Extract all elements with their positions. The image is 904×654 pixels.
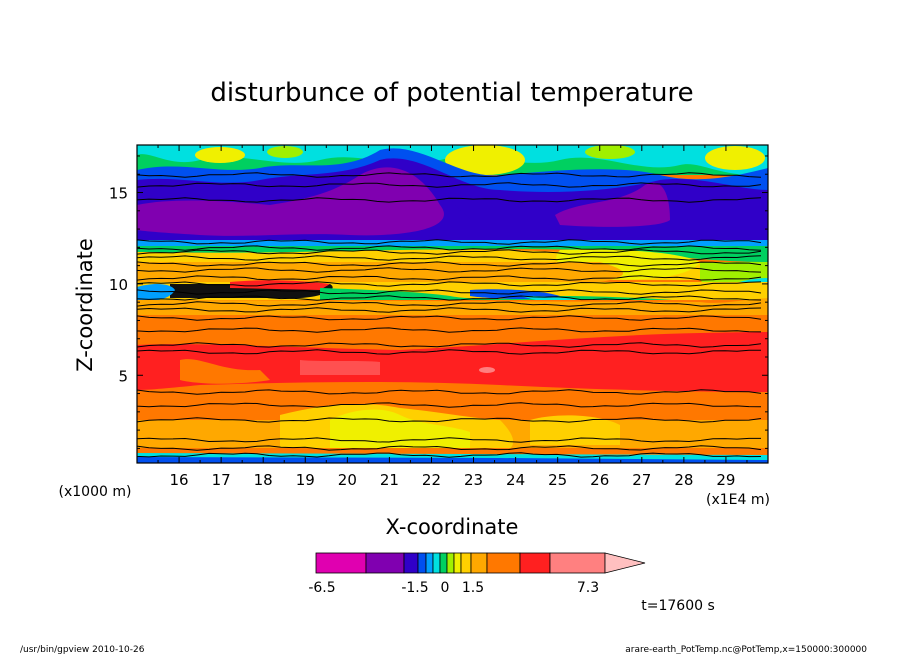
colorbar-segment [460, 552, 472, 574]
colorbar-label: 0 [441, 580, 450, 596]
contour-line [137, 182, 762, 188]
contour-line [137, 402, 762, 408]
y-axis: 5 10 15 [109, 155, 768, 449]
contour-line [137, 197, 762, 203]
x-tick-label: 19 [296, 471, 315, 489]
contour-line [137, 261, 762, 267]
x-axis: 16 17 18 19 20 21 22 23 24 25 26 27 28 29 [157, 145, 748, 489]
x-tick-label: 24 [506, 471, 525, 489]
colorbar-segment [425, 552, 434, 574]
contour-line [137, 315, 762, 321]
contour-line [137, 281, 762, 287]
colorbar-segment [446, 552, 455, 574]
contour-line [137, 342, 762, 348]
colorbar-segment [365, 552, 405, 574]
contour-line [137, 267, 762, 273]
x-tick-label: 27 [632, 471, 651, 489]
x-tick-label: 16 [170, 471, 189, 489]
x-scale-note: (x1E4 m) [706, 492, 770, 508]
colorbar-segment [439, 552, 448, 574]
x-tick-label: 29 [716, 471, 735, 489]
contour-line [137, 249, 762, 255]
colorbar-segment [486, 552, 521, 574]
x-tick-label: 25 [548, 471, 567, 489]
contour-line [137, 437, 761, 443]
colorbar-segment [519, 552, 551, 574]
x-tick-label: 28 [674, 471, 693, 489]
contour-line [137, 327, 762, 333]
y-scale-note: (x1000 m) [59, 484, 132, 500]
colorbar [315, 552, 646, 574]
y-tick-label: 10 [109, 276, 128, 294]
contour-line [137, 245, 762, 251]
x-tick-label: 22 [422, 471, 441, 489]
footer-right: arare-earth_PotTemp.nc@PotTemp,x=150000:… [625, 645, 867, 654]
contour-line [137, 295, 762, 301]
x-tick-label: 26 [590, 471, 609, 489]
colorbar-labels: -6.5 -1.5 0 1.5 7.3 [308, 580, 599, 596]
contour-line [137, 239, 762, 245]
x-tick-label: 23 [464, 471, 483, 489]
colorbar-segment [549, 552, 606, 574]
contour-line [137, 275, 762, 281]
colorbar-segment [453, 552, 462, 574]
contour-line [137, 289, 762, 295]
colorbar-segment [432, 552, 441, 574]
y-tick-label: 15 [109, 185, 128, 203]
colorbar-segment [470, 552, 488, 574]
chart-title: disturbunce of potential temperature [210, 78, 693, 108]
x-tick-label: 18 [254, 471, 273, 489]
contour-line [137, 172, 762, 178]
colorbar-segment [315, 552, 367, 574]
y-axis-label: Z-coordinate [73, 238, 97, 372]
time-label: t=17600 s [641, 598, 715, 614]
contour-line [137, 417, 762, 423]
footer-left: /usr/bin/gpview 2010-10-26 [20, 645, 145, 654]
colorbar-segment [403, 552, 419, 574]
x-tick-label: 17 [212, 471, 231, 489]
contour-line [137, 349, 762, 355]
contour-field [137, 145, 768, 463]
contour-line [137, 307, 762, 313]
x-tick-label: 21 [380, 471, 399, 489]
colorbar-label: 7.3 [577, 580, 599, 596]
x-axis-label: X-coordinate [386, 515, 519, 539]
contour-line [137, 452, 762, 458]
contour-line [137, 301, 762, 307]
x-tick-label: 20 [338, 471, 357, 489]
colorbar-segment [417, 552, 427, 574]
colorbar-label: -6.5 [308, 580, 335, 596]
contour-line [137, 389, 762, 395]
colorbar-label: 1.5 [462, 580, 484, 596]
colorbar-label: -1.5 [401, 580, 428, 596]
y-tick-label: 5 [118, 367, 128, 385]
contour-line [137, 255, 762, 261]
colorbar-arrow [604, 552, 646, 574]
contour-line [137, 445, 762, 451]
